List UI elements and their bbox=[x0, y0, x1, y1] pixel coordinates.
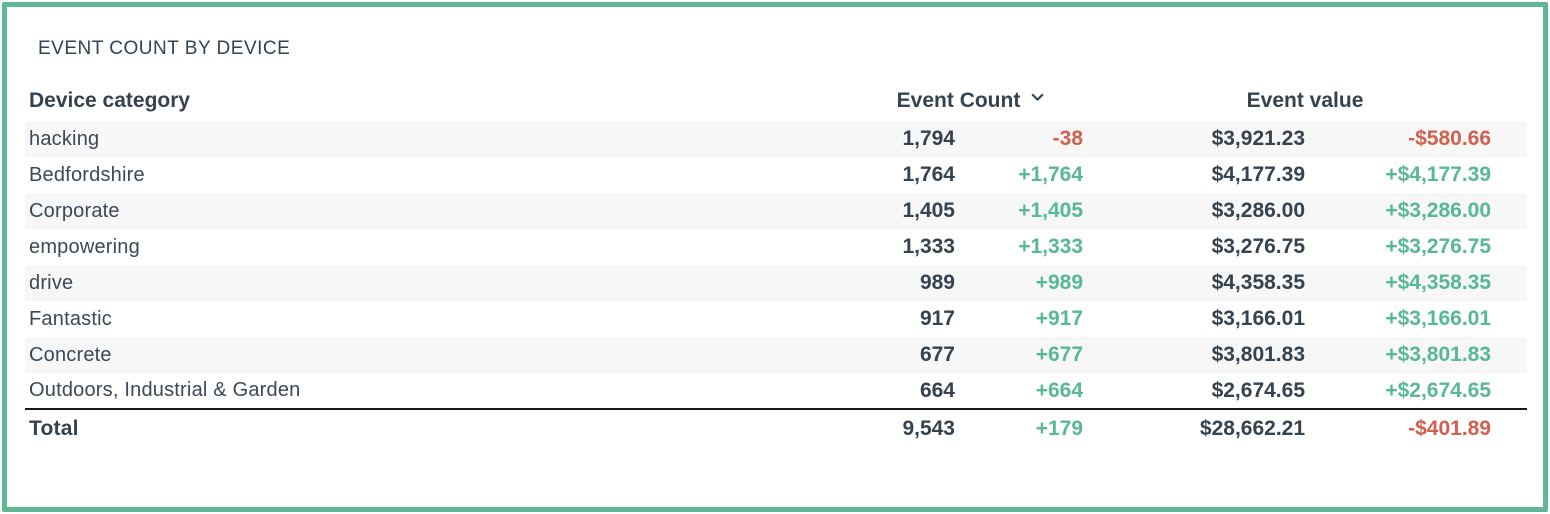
event-value-cell: $4,358.35 bbox=[1211, 271, 1306, 294]
value-delta-cell: +$3,276.75 bbox=[1385, 235, 1492, 258]
count-delta-cell: +989 bbox=[1035, 271, 1084, 294]
event-value-cell: $3,276.75 bbox=[1211, 235, 1306, 258]
event-value-cell: $2,674.65 bbox=[1211, 378, 1306, 402]
event-value-cell: $3,166.01 bbox=[1211, 307, 1306, 330]
category-cell: drive bbox=[29, 271, 74, 294]
table-row: Outdoors, Industrial & Garden 664 +664 $… bbox=[25, 373, 1527, 409]
event-count-cell: 1,333 bbox=[902, 235, 955, 258]
category-cell: hacking bbox=[29, 127, 100, 150]
event-count-cell: 677 bbox=[919, 343, 955, 366]
table-body: hacking 1,794 -38 $3,921.23 -$580.66 Bed… bbox=[25, 121, 1528, 409]
category-cell: Corporate bbox=[29, 199, 120, 222]
count-delta-cell: +677 bbox=[1035, 343, 1084, 366]
table-row: empowering 1,333 +1,333 $3,276.75 +$3,27… bbox=[25, 229, 1527, 265]
table-row: Bedfordshire 1,764 +1,764 $4,177.39 +$4,… bbox=[25, 157, 1527, 193]
event-value-cell: $3,921.23 bbox=[1211, 127, 1306, 150]
count-delta-cell: +1,333 bbox=[1018, 235, 1084, 258]
event-count-cell: 989 bbox=[919, 271, 955, 294]
event-count-header-label: Event Count bbox=[896, 89, 1021, 112]
chevron-down-icon[interactable] bbox=[1029, 88, 1046, 112]
value-delta-cell: +$4,358.35 bbox=[1385, 271, 1492, 294]
col-header-device-category[interactable]: Device category bbox=[25, 81, 860, 121]
count-delta-cell: +1,764 bbox=[1018, 163, 1084, 186]
header-row: Device category Event Count Event value bbox=[25, 81, 1527, 121]
total-event-count: 9,543 bbox=[860, 408, 955, 448]
event-count-cell: 664 bbox=[919, 378, 955, 402]
event-value-cell: $3,286.00 bbox=[1211, 199, 1306, 222]
value-delta-cell: -$580.66 bbox=[1408, 127, 1492, 150]
category-cell: Fantastic bbox=[29, 307, 112, 330]
category-cell: Outdoors, Industrial & Garden bbox=[29, 379, 301, 401]
col-header-event-value[interactable]: Event value bbox=[1083, 81, 1527, 121]
category-cell: Concrete bbox=[29, 343, 112, 366]
table-row: Fantastic 917 +917 $3,166.01 +$3,166.01 bbox=[25, 301, 1527, 337]
event-value-cell: $3,801.83 bbox=[1211, 343, 1306, 366]
count-delta-cell: +917 bbox=[1035, 307, 1084, 330]
table-row: hacking 1,794 -38 $3,921.23 -$580.66 bbox=[25, 121, 1528, 157]
total-value-delta: -$401.89 bbox=[1305, 408, 1528, 448]
count-delta-cell: -38 bbox=[1052, 127, 1084, 150]
total-row: Total 9,543 +179 $28,662.21 -$401.89 bbox=[25, 408, 1528, 448]
value-delta-cell: +$3,166.01 bbox=[1385, 307, 1492, 330]
col-header-event-count[interactable]: Event Count bbox=[860, 81, 1083, 121]
total-count-delta: +179 bbox=[955, 408, 1084, 448]
event-value-header-label: Event value bbox=[1246, 89, 1364, 112]
table-row: Concrete 677 +677 $3,801.83 +$3,801.83 bbox=[25, 337, 1528, 373]
count-delta-cell: +1,405 bbox=[1018, 199, 1084, 222]
device-category-header-label: Device category bbox=[29, 89, 191, 112]
category-cell: empowering bbox=[29, 235, 140, 258]
event-count-cell: 1,794 bbox=[902, 127, 955, 150]
value-delta-cell: +$3,801.83 bbox=[1385, 343, 1492, 366]
table-row: drive 989 +989 $4,358.35 +$4,358.35 bbox=[25, 265, 1528, 301]
card-title: EVENT COUNT BY DEVICE bbox=[38, 38, 291, 59]
total-event-value: $28,662.21 bbox=[1083, 408, 1306, 448]
total-label: Total bbox=[25, 408, 860, 448]
event-count-cell: 1,405 bbox=[902, 199, 955, 222]
value-delta-cell: +$3,286.00 bbox=[1385, 199, 1492, 222]
event-count-table: Device category Event Count Event value … bbox=[25, 81, 1528, 448]
count-delta-cell: +664 bbox=[1035, 378, 1084, 402]
event-value-cell: $4,177.39 bbox=[1211, 163, 1306, 186]
table-row: Corporate 1,405 +1,405 $3,286.00 +$3,286… bbox=[25, 193, 1528, 229]
event-count-cell: 1,764 bbox=[902, 163, 955, 186]
value-delta-cell: +$4,177.39 bbox=[1385, 163, 1492, 186]
value-delta-cell: +$2,674.65 bbox=[1385, 378, 1492, 402]
category-cell: Bedfordshire bbox=[29, 163, 145, 186]
event-count-cell: 917 bbox=[919, 307, 955, 330]
